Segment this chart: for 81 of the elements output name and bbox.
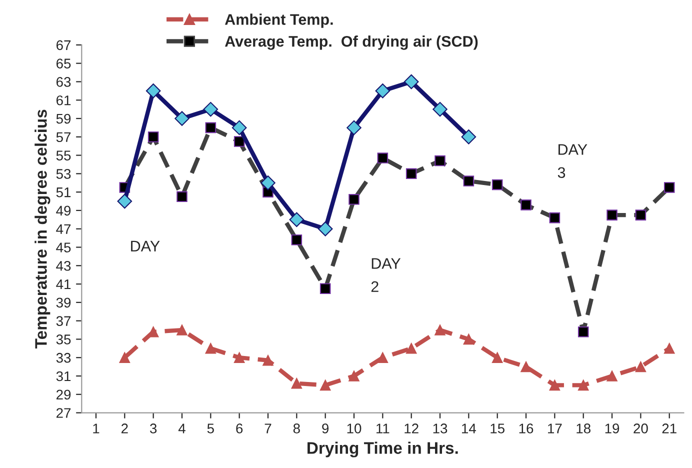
x-tick-label: 11 (376, 424, 390, 434)
y-tick-label: 29 (56, 390, 71, 400)
point (606, 370, 618, 382)
point (232, 120, 247, 136)
point (260, 175, 276, 190)
y-tick-label: 49 (56, 206, 71, 216)
x-tick-label: 6 (236, 424, 243, 434)
point (119, 352, 130, 363)
point (432, 102, 448, 117)
y-tick-label: 35 (56, 334, 71, 344)
y-tick-label: 47 (56, 224, 71, 234)
point (434, 324, 446, 336)
y-tick-label: 37 (56, 316, 71, 326)
point (289, 212, 304, 228)
point (320, 380, 331, 391)
x-tick-label: 3 (150, 424, 157, 434)
x-tick-label: 7 (264, 424, 272, 434)
y-tick-label: 39 (56, 298, 71, 308)
point (549, 380, 560, 391)
x-tick-label: 8 (293, 424, 300, 434)
y-tick-label: 51 (56, 188, 71, 198)
point (174, 111, 190, 126)
legend-label: Ambient Temp. (224, 14, 333, 28)
y-tick-label: 63 (56, 77, 71, 87)
point (176, 324, 188, 336)
x-axis-title: Drying Time in Hrs. (308, 442, 458, 458)
x-tick-label: 15 (490, 424, 504, 434)
point (377, 352, 388, 363)
y-tick-label: 33 (56, 352, 71, 363)
point (146, 84, 161, 98)
y-tick-label: 43 (56, 260, 71, 271)
y-tick-label: 59 (56, 114, 71, 124)
annotation: DAY 2 (371, 258, 401, 292)
y-axis-title: Temperature in degree celcius (34, 110, 50, 348)
y-tick-label: 27 (56, 408, 71, 418)
y-tick-label: 65 (56, 58, 71, 68)
y-tick-label: 67 (56, 40, 71, 50)
x-tick-label: 19 (605, 424, 620, 434)
y-tick-label: 41 (56, 280, 71, 290)
point (520, 361, 532, 372)
point (205, 343, 216, 354)
x-tick-label: 17 (548, 424, 562, 434)
x-tick-label: 16 (519, 424, 534, 434)
point (461, 129, 476, 144)
x-tick-label: 2 (121, 424, 128, 434)
point (318, 221, 333, 236)
point (234, 352, 245, 363)
point (346, 120, 362, 136)
point (203, 102, 218, 117)
x-tick-label: 21 (662, 424, 676, 434)
point (664, 343, 675, 354)
x-tick-label: 10 (347, 424, 362, 434)
x-tick-label: 12 (404, 424, 418, 434)
x-tick-label: 14 (462, 424, 476, 434)
point (262, 354, 274, 366)
x-tick-label: 5 (207, 424, 214, 434)
y-tick-label: 57 (56, 132, 71, 142)
y-tick-label: 61 (56, 95, 71, 106)
point (463, 334, 474, 345)
y-tick-label: 53 (56, 169, 71, 179)
x-tick-label: 13 (433, 424, 448, 434)
x-tick-label: 1 (93, 424, 100, 434)
x-tick-label: 4 (178, 424, 186, 434)
point (406, 343, 417, 354)
point (117, 194, 132, 209)
x-tick-label: 20 (634, 424, 648, 434)
point (635, 361, 646, 372)
x-tick-label: 9 (322, 424, 329, 434)
point (348, 370, 360, 382)
point (404, 74, 419, 90)
y-tick-label: 55 (56, 150, 71, 160)
y-tick-label: 31 (56, 371, 71, 382)
x-tick-label: 18 (576, 424, 590, 434)
point (291, 378, 302, 389)
point (375, 84, 390, 98)
point (492, 352, 503, 363)
legend-label: Average Temp. Of drying air (SCD) (224, 36, 478, 50)
annotation: DAY (131, 240, 160, 252)
point (578, 380, 589, 391)
y-tick-label: 45 (56, 242, 71, 252)
annotation: DAY 3 (558, 144, 588, 178)
